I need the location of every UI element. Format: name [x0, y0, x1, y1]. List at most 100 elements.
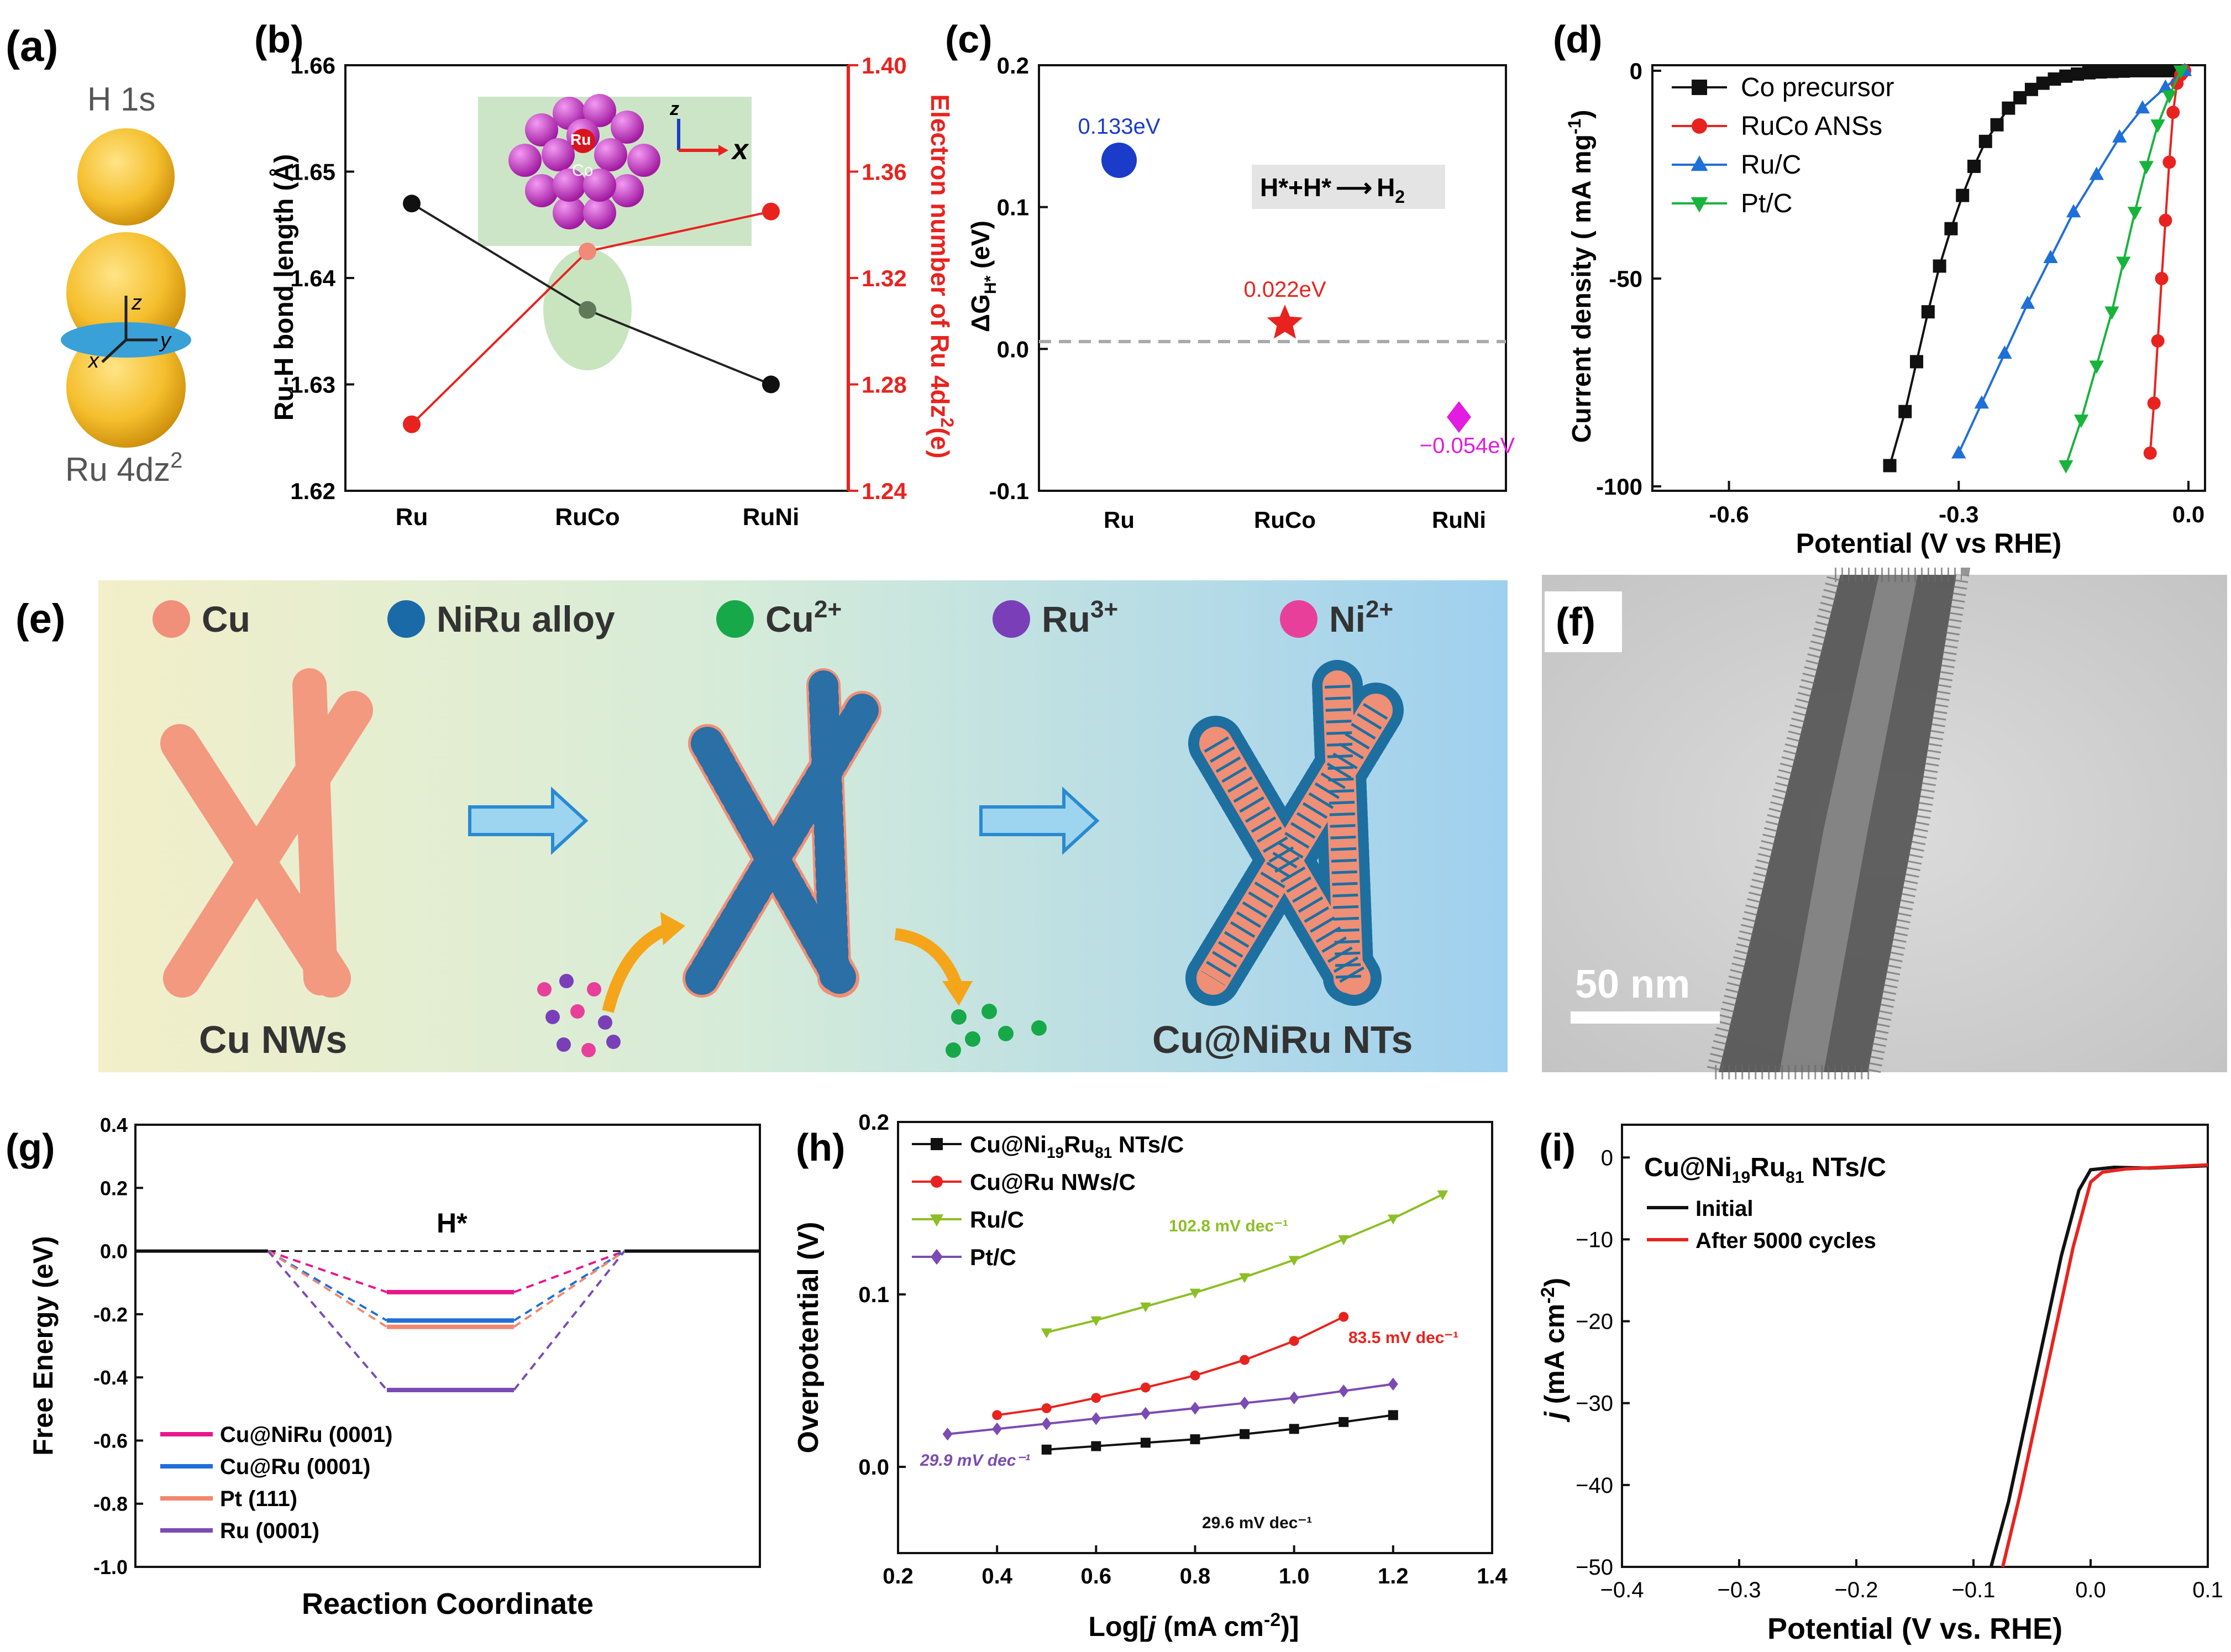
panel-c-label: (c) [945, 18, 993, 61]
legend-marker-0 [931, 1138, 943, 1150]
series-1-marker [1240, 1355, 1250, 1365]
ru-4dz2-label: Ru 4dz2 [65, 448, 182, 488]
value-label-ru: 0.133eV [1078, 114, 1160, 139]
series-3-marker [2104, 306, 2119, 320]
point-ru [1101, 142, 1137, 178]
panel-b-left-ticks: 1.62 1.63 1.64 1.65 1.66 [290, 53, 354, 504]
ru-ni-ions [537, 974, 621, 1057]
series-0-marker [1956, 188, 1970, 202]
y-tick-label: 0 [1630, 58, 1642, 84]
cu2plus-ions [946, 1004, 1047, 1058]
y2label-base: Electron number of Ru 4dz [926, 94, 954, 417]
series-3-marker [1091, 1412, 1101, 1425]
arrow-ions-out [894, 928, 962, 987]
y-tick-label: -1.0 [93, 1556, 128, 1578]
dash-left-1 [267, 1250, 388, 1322]
left-tick-label: 1.66 [290, 53, 335, 78]
series-3-marker [1041, 1417, 1052, 1430]
legend-0-part-c: NTs/C [1112, 1131, 1184, 1157]
series-3-marker [2162, 90, 2177, 104]
right-tick-label: 1.40 [862, 53, 907, 78]
series-3-marker [2150, 119, 2165, 133]
legend-label-0: Initial [1695, 1197, 1753, 1221]
legend-marker-3 [931, 1249, 943, 1265]
cu-nanowires [160, 668, 373, 998]
panel-f-label: (f) [1556, 600, 1595, 644]
series-3-marker [2059, 460, 2073, 474]
legend-label-1: Cu@Ru (0001) [220, 1455, 370, 1479]
value-label-runi: −0.054eV [1420, 434, 1515, 458]
left-tick-label: 1.63 [290, 372, 335, 398]
legend-0-part-a: Cu@Ni [970, 1131, 1047, 1157]
arrow-ions-out-head [942, 981, 973, 1006]
series-0-marker [1388, 1410, 1398, 1420]
dash-right-3 [513, 1250, 626, 1391]
series-1-marker [2147, 396, 2161, 410]
inset-co-text: Co [572, 161, 593, 180]
reaction-h: H [1377, 173, 1395, 202]
x-tick-label-ru: Ru [1104, 507, 1135, 533]
x-tick-label: -0.6 [1709, 501, 1749, 527]
legend-label-2: Cu2+ [765, 596, 842, 639]
series-line-0 [1989, 1164, 2208, 1567]
dash-left-0 [267, 1250, 387, 1293]
panel-b-y2label: Electron number of Ru 4dz2(e) [926, 94, 957, 458]
legend-dot-1 [387, 600, 425, 638]
series-2-marker [1387, 1214, 1399, 1225]
x-tick-label: 0.0 [2172, 501, 2204, 527]
legend-sup-3: 3+ [1090, 596, 1118, 623]
series-1-marker [1041, 1403, 1052, 1413]
y-tick-label: 0.0 [100, 1240, 128, 1263]
scale-bar-text: 50 nm [1575, 962, 1690, 1006]
series-2-marker [2020, 295, 2035, 309]
panel-g-legend: Cu@NiRu (0001) Cu@Ru (0001) Pt (111) Ru (00… [160, 1423, 392, 1543]
legend-label-1: Cu@Ru NWs/C [970, 1169, 1136, 1195]
left-tick-label: 1.64 [290, 265, 335, 291]
x-tick-label-ruco: RuCo [1254, 507, 1316, 533]
inset-z-text: z [669, 98, 679, 119]
series-2-marker [1997, 345, 2012, 359]
series-0-marker [2105, 65, 2119, 78]
series-1-marker [992, 1410, 1002, 1420]
panel-e: (e) Cu NiRu alloy Cu2+ Ru3+ Ni2+ Cu NWs Cu@N… [15, 580, 1508, 1072]
y2label-sup: 2 [937, 418, 957, 428]
y-tick-label: 0.0 [997, 336, 1029, 362]
y-tick-label: 0.4 [100, 1114, 128, 1136]
panel-a-label: (a) [6, 22, 58, 70]
h1s-orbital [77, 128, 175, 225]
series-0-marker [2024, 82, 2038, 96]
h-xlabel-pre: Log[ [1088, 1611, 1148, 1642]
legend-label-2: Ru/C [970, 1207, 1024, 1233]
y-tick-label: -100 [1596, 474, 1642, 500]
x-tick-label: 0.2 [883, 1564, 914, 1588]
panel-h-slope-labels: 29.6 mV dec⁻¹ 83.5 mV dec⁻¹ 102.8 mV dec⁻¹… [920, 1217, 1458, 1532]
series-0-marker [1967, 159, 1981, 173]
series-2-marker [1338, 1235, 1350, 1245]
y-tick-label: -0.1 [989, 478, 1029, 504]
series-0-marker [1978, 134, 1992, 148]
y-tick-label: 0.1 [997, 195, 1029, 221]
series-0-marker [2093, 65, 2107, 79]
cu-nires-intermediate [683, 668, 881, 998]
series-1-marker [1190, 1370, 1200, 1381]
panel-h-ticks: 0.2 0.4 0.6 0.8 1.0 1.2 1.4 0.0 0.1 0.2 [858, 1110, 1508, 1588]
series-1-marker [2162, 155, 2176, 169]
y-tick-label: 0.0 [858, 1455, 889, 1480]
panel-c-frame [1038, 64, 1507, 492]
series-1-marker [2166, 106, 2180, 119]
y-tick-label: −30 [1576, 1392, 1613, 1416]
x-tick-label: 0.4 [981, 1564, 1012, 1588]
c-ylabel-end: (eV) [966, 221, 995, 276]
process-arrow-1 [468, 786, 589, 855]
ru-4dz2-base: Ru 4dz [65, 451, 170, 488]
series-3-marker [2073, 415, 2089, 428]
legend-label-0: Cu@NiRu (0001) [220, 1423, 392, 1447]
series-0-marker [2048, 72, 2061, 86]
panel-i-ticks: −0.4 −0.3 −0.2 −0.1 0.0 0.1 0 −10 −20 −30 −40 −50 [1576, 1146, 2223, 1602]
y-tick-label: −10 [1576, 1228, 1613, 1252]
scale-bar [1571, 1011, 1720, 1024]
series-0-marker [1041, 1444, 1052, 1455]
series-3-marker [1289, 1391, 1299, 1404]
series-1-marker [1140, 1382, 1151, 1393]
